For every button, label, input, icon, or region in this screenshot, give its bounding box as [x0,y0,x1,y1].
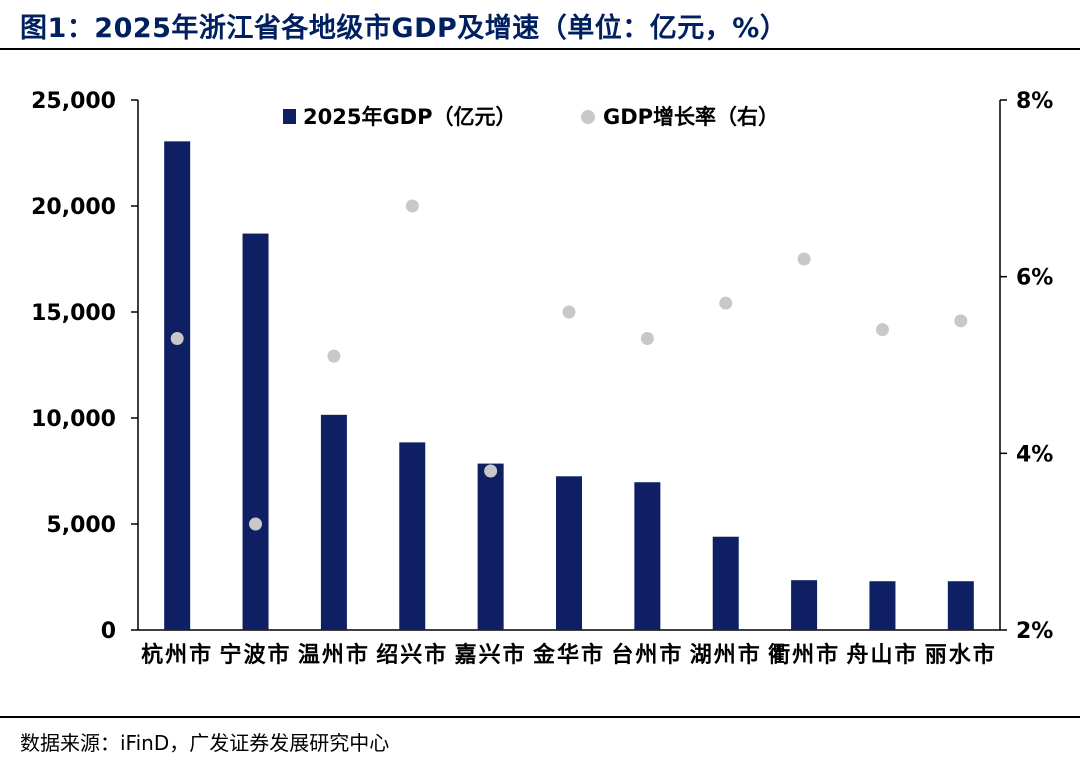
category-label: 杭州市 [141,642,213,668]
left-tick-label: 5,000 [46,513,116,538]
gdp-bars [164,141,974,630]
category-label: 衢州市 [768,642,840,668]
growth-dot [405,199,419,213]
growth-dot [249,517,263,531]
right-tick-label: 8% [1016,89,1053,114]
category-label: 舟山市 [846,642,918,668]
legend-dot-swatch [581,110,595,124]
figure-title: 图1：2025年浙江省各地级市GDP及增速（单位：亿元，%） [20,13,788,44]
growth-dot [797,252,811,266]
title-rule [0,48,1080,50]
gdp-bar [556,476,582,630]
legend-bar-swatch [283,109,296,124]
legend: 2025年GDP（亿元） GDP增长率（右） [283,105,779,129]
gdp-bar [242,233,269,630]
left-tick-label: 15,000 [31,301,116,326]
growth-dot [170,332,184,345]
gdp-bar [791,580,818,630]
source-rule [0,716,1080,718]
gdp-bar [634,482,661,630]
left-tick-label: 20,000 [31,195,116,220]
legend-dot-label: GDP增长率（右） [603,105,779,129]
gdp-bar [869,581,896,630]
gdp-bar [399,442,426,630]
growth-dot [484,464,498,478]
category-label: 湖州市 [690,642,762,668]
growth-dot [562,305,576,319]
gdp-bar [320,414,347,630]
growth-dots [170,199,968,531]
left-tick-label: 10,000 [31,407,116,432]
source-note: 数据来源：iFinD，广发证券发展研究中心 [20,731,390,755]
growth-dot [719,296,733,310]
category-label: 绍兴市 [376,642,448,668]
growth-dot [875,323,889,337]
growth-dot [327,349,341,363]
category-label: 金华市 [532,642,605,668]
category-label: 丽水市 [925,642,997,668]
right-tick-label: 2% [1016,619,1053,644]
x-axis-labels: 杭州市 宁波市 温州市 绍兴市 嘉兴市 金华市 台州市 湖州市 衢州市 舟山市 丽水市 [141,642,997,668]
gdp-bar [947,581,974,630]
growth-dot [640,332,654,345]
left-tick-label: 0 [101,619,116,644]
legend-bar-label: 2025年GDP（亿元） [303,105,517,129]
category-label: 嘉兴市 [455,642,527,668]
gdp-bar [164,141,191,630]
gdp-bar [477,463,504,630]
growth-dot [954,314,968,328]
category-label: 温州市 [298,642,370,668]
right-tick-label: 6% [1016,266,1053,291]
right-y-axis: 2% 4% 6% 8% [999,89,1053,644]
category-label: 宁波市 [220,642,292,668]
left-tick-label: 25,000 [31,89,116,114]
gdp-bar [712,536,739,630]
right-tick-label: 4% [1016,442,1053,467]
category-label: 台州市 [611,642,683,668]
